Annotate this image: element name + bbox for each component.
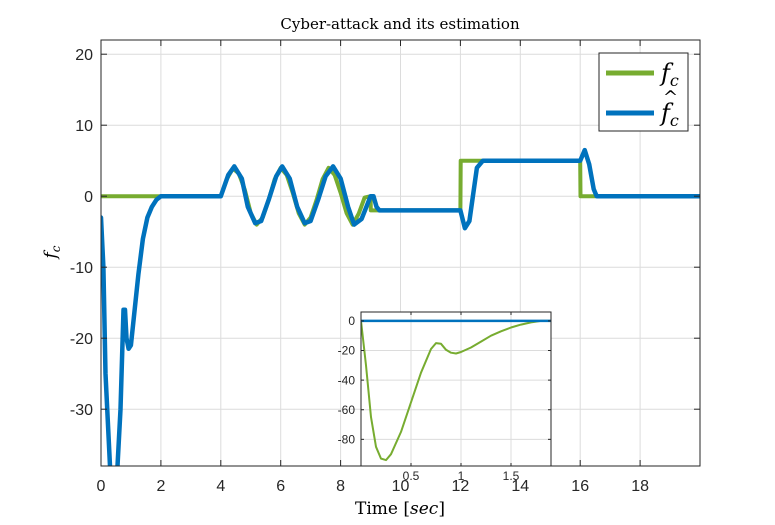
x-tick-label: 2 (156, 478, 165, 495)
x-tick-label: 0 (97, 478, 106, 495)
x-tick-label: 0.5 (403, 469, 420, 483)
x-axis-label: Time [sec] (355, 499, 445, 519)
y-tick-label: -20 (338, 344, 356, 358)
legend: fc fc ^ (598, 52, 689, 132)
x-tick-label: 10 (392, 478, 410, 495)
y-tick-label: -60 (338, 403, 356, 417)
y-tick-label: 10 (75, 118, 93, 135)
y-tick-label: -20 (70, 331, 93, 348)
inset-axes: 0.5 1 1.5 0 -20 -40 -60 -80 (338, 311, 552, 483)
svg-text:^: ^ (663, 87, 678, 108)
y-tick-label: -40 (338, 373, 356, 387)
inset-plot-lines (361, 319, 551, 462)
x-tick-label: 16 (571, 478, 589, 495)
legend-box (598, 52, 689, 132)
series-line-fc (361, 319, 551, 462)
x-tick-label: 14 (511, 478, 529, 495)
x-tick-label: 1 (458, 469, 465, 483)
legend-label-fc-hat: fc ^ (659, 87, 679, 130)
x-tick-label: 12 (452, 478, 470, 495)
x-tick-label: 6 (276, 478, 285, 495)
main-plot-lines (101, 147, 700, 466)
series-line-fc-hat (101, 147, 700, 466)
y-tick-label: 20 (75, 47, 93, 64)
chart-title: Cyber-attack and its estimation (280, 15, 520, 33)
x-tick-label: 18 (631, 478, 649, 495)
y-tick-label: -10 (70, 260, 93, 277)
x-tick-label: 8 (336, 478, 345, 495)
y-tick-label: 0 (84, 189, 93, 206)
x-tick-label: 1.5 (503, 469, 520, 483)
inset-axes-frame (360, 311, 552, 467)
inset-ticks (361, 312, 551, 466)
y-tick-label: -30 (70, 402, 93, 419)
x-tick-label: 4 (216, 478, 225, 495)
y-tick-label: -80 (338, 433, 356, 447)
y-tick-label: 0 (348, 314, 355, 328)
inset-tick-labels: 0.5 1 1.5 0 -20 -40 -60 -80 (338, 314, 520, 483)
